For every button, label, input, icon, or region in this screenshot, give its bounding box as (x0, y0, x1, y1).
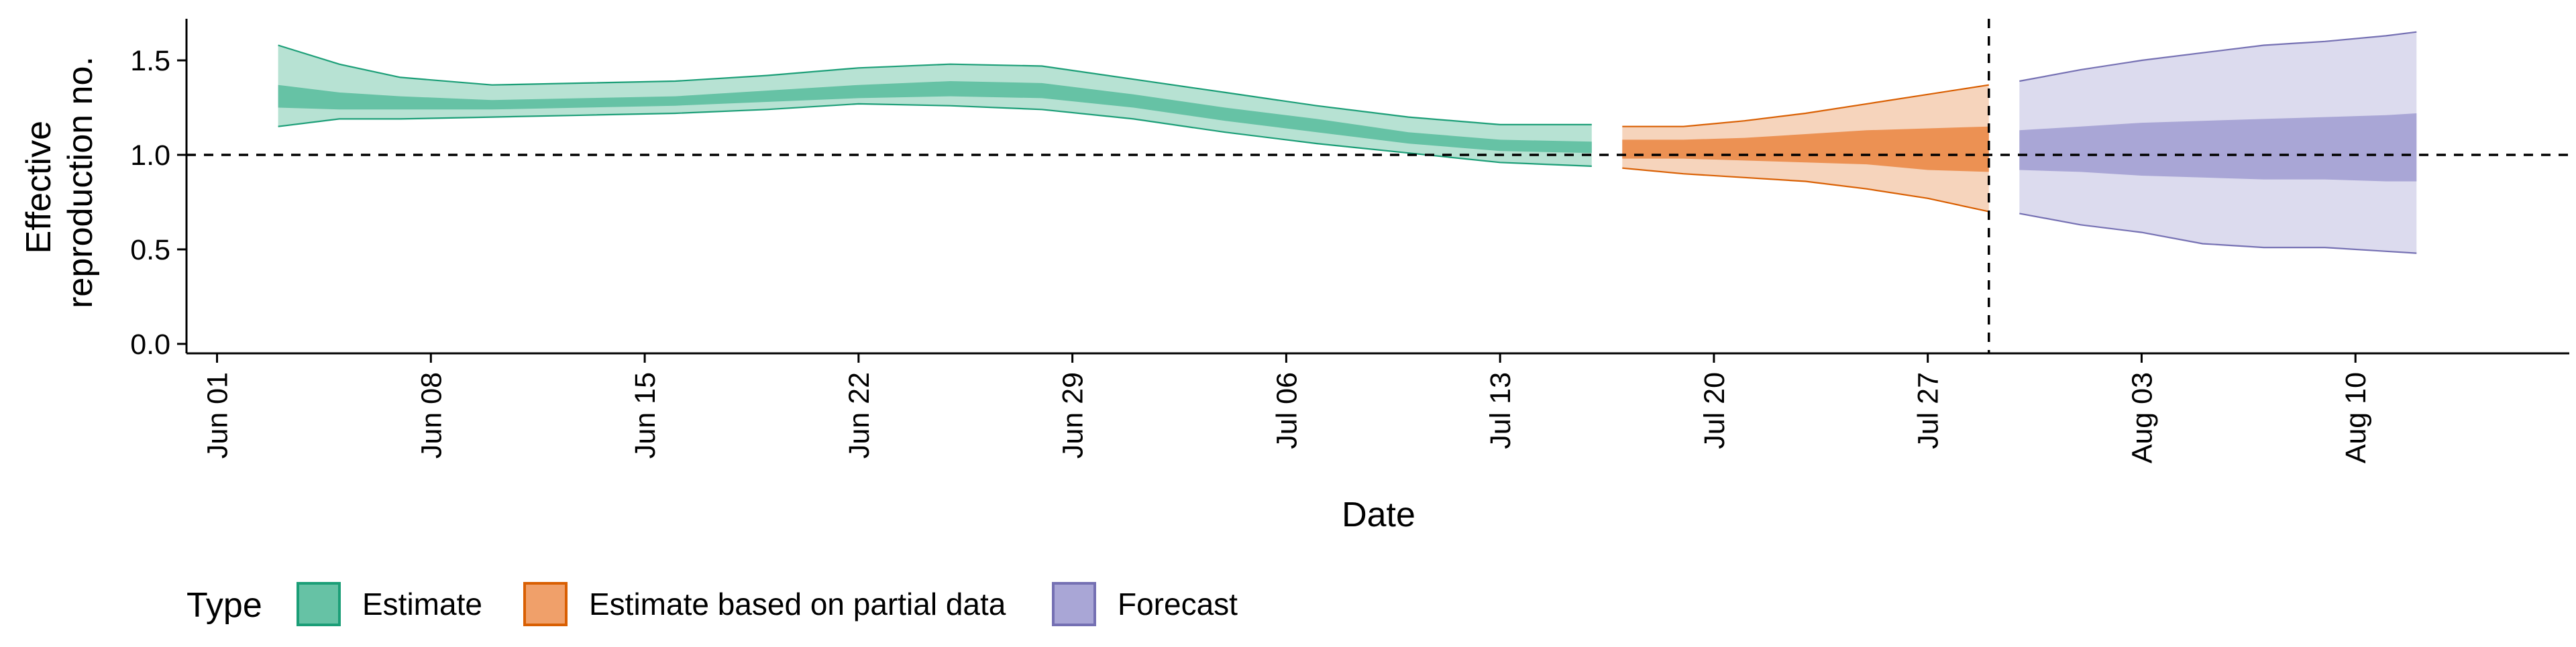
ribbon-lower-edge-estimate (278, 103, 1592, 167)
x-tick-label: Aug 10 (2340, 372, 2372, 463)
x-tick-label: Aug 03 (2126, 372, 2158, 463)
y-tick-label: 0.0 (130, 329, 170, 361)
x-tick-label: Jul 20 (1699, 372, 1731, 449)
y-axis-title-line-1: Effective (19, 121, 58, 253)
ribbon-90-estimate (278, 45, 1592, 166)
ribbon-upper-edge-forecast (2019, 31, 2417, 82)
legend-label-forecast: Forecast (1118, 587, 1238, 622)
axes: Date Effective reproduction no. 0.0 0.5 1.… (19, 19, 2569, 534)
ribbon-lower-edge-estimate-based-on-partial-data (1622, 167, 1990, 213)
x-tick-label: Jun 01 (202, 372, 234, 459)
ribbon-lower-edge-forecast (2019, 213, 2417, 254)
ribbon-upper-edge-estimate-based-on-partial-data (1622, 84, 1989, 127)
ribbon-upper-edge-estimate (278, 44, 1592, 125)
x-tick-label: Jun 29 (1057, 372, 1089, 459)
legend-title: Type (186, 586, 262, 625)
legend-label-estimate-based-on-partial-data: Estimate based on partial data (589, 587, 1006, 622)
x-axis-title: Date (1342, 495, 1415, 534)
y-axis-title-line-2: reproduction no. (61, 56, 100, 308)
legend-key-forecast (1052, 582, 1096, 626)
legend-key-estimate (297, 582, 341, 626)
y-axis-title: Effective reproduction no. (19, 56, 100, 308)
x-tick-label: Jul 13 (1485, 372, 1517, 449)
ribbon-50-estimate (278, 81, 1592, 154)
x-tick-label: Jun 08 (415, 372, 447, 459)
x-tick-label: Jul 27 (1913, 372, 1945, 449)
plot-area (186, 19, 2569, 353)
x-tick-label: Jun 22 (843, 372, 875, 459)
x-tick-label: Jul 06 (1271, 372, 1303, 449)
ribbon-50-forecast (2019, 113, 2417, 182)
y-tick-label: 0.5 (130, 234, 170, 266)
ribbon-50-estimate-based-on-partial-data (1622, 126, 1989, 172)
legend-key-estimate-based-on-partial-data (523, 582, 568, 626)
y-tick-label: 1.0 (130, 139, 170, 172)
x-tick-label: Jun 15 (629, 372, 661, 459)
legend: Type Estimate Estimate based on partial d… (186, 582, 1238, 626)
y-tick-label: 1.5 (130, 45, 170, 77)
legend-label-estimate: Estimate (362, 587, 482, 622)
